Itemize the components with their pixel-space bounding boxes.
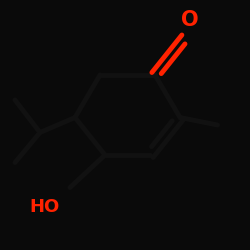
Text: O: O (181, 10, 199, 30)
Text: HO: HO (30, 198, 60, 216)
